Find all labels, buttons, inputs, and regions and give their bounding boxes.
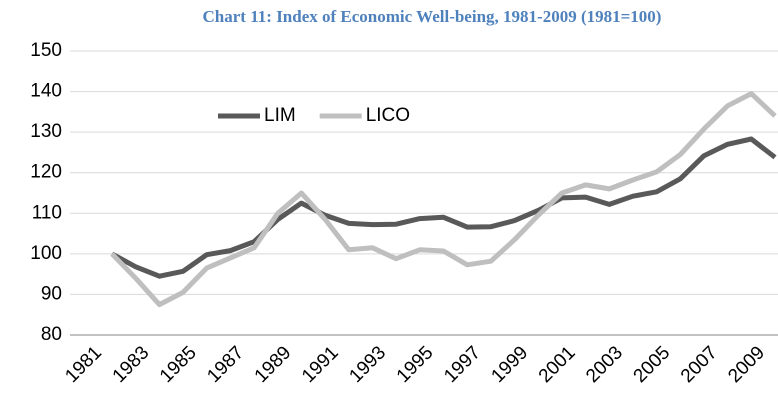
y-tick-label: 130 <box>30 121 62 142</box>
x-tick-label: 2007 <box>677 342 722 387</box>
x-tick-label: 1989 <box>251 342 296 387</box>
x-tick-label: 1993 <box>345 342 390 387</box>
x-tick-label: 1999 <box>487 342 532 387</box>
line-series <box>110 136 777 279</box>
x-tick-label: 1995 <box>393 342 438 387</box>
x-tick-label: 1991 <box>298 342 343 387</box>
y-tick-label: 150 <box>30 40 62 61</box>
y-tick-label: 140 <box>30 81 62 102</box>
y-tick-label: 110 <box>32 202 62 223</box>
x-tick-label: 1981 <box>61 342 106 387</box>
x-tick-label: 2001 <box>535 342 580 387</box>
y-tick-label: 100 <box>30 243 62 264</box>
y-tick-label: 80 <box>41 324 62 345</box>
x-tick-label: 2005 <box>630 342 675 387</box>
x-tick-label: 1985 <box>156 342 201 387</box>
chart-title: Chart 11: Index of Economic Well-being, … <box>203 7 662 26</box>
y-tick-label: 120 <box>30 162 62 183</box>
y-tick-label: 90 <box>41 283 62 304</box>
x-tick-label: 2003 <box>582 342 627 387</box>
x-tick-label: 1983 <box>109 342 154 387</box>
legend-label: LIM <box>264 105 296 126</box>
x-tick-label: 1987 <box>203 342 248 387</box>
legend-label: LICO <box>366 105 410 126</box>
x-tick-label: 2009 <box>724 342 769 387</box>
line-series <box>110 91 777 308</box>
x-tick-label: 1997 <box>440 342 485 387</box>
